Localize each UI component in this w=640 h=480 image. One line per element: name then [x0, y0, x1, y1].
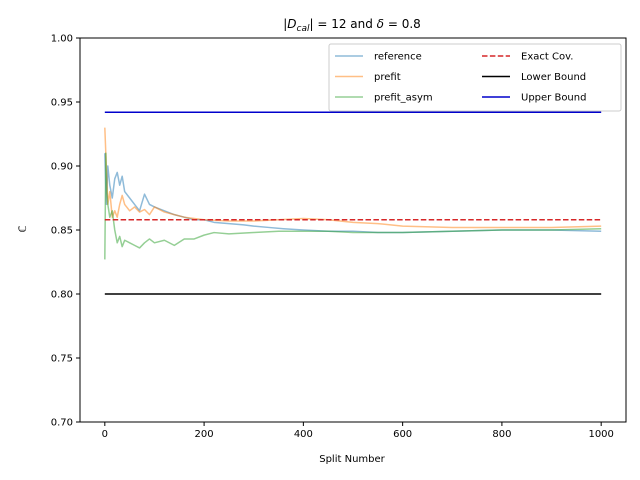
chart-title-part: |	[283, 17, 287, 31]
legend-label: Lower Bound	[521, 72, 586, 83]
y-tick-label: 1.00	[51, 34, 73, 45]
x-tick-label: 200	[195, 429, 214, 440]
x-tick-label: 1000	[588, 429, 613, 440]
x-tick-label: 800	[492, 429, 511, 440]
y-tick-label: 0.90	[51, 162, 73, 173]
chart-title: |Dcal| = 12 and δ = 0.8	[283, 17, 421, 34]
x-axis-label: Split Number	[319, 454, 385, 465]
chart-title-part: cal	[297, 24, 310, 34]
y-tick-label: 0.85	[51, 226, 73, 237]
legend-label: reference	[374, 52, 422, 63]
chart-title-part: D	[287, 17, 296, 31]
x-tick-label: 400	[294, 429, 313, 440]
plot-lines	[104, 111, 602, 295]
legend-label: Exact Cov.	[521, 52, 573, 63]
y-tick-label: 0.95	[51, 98, 73, 109]
legend-label: prefit_asym	[374, 93, 433, 104]
y-tick-label: 0.80	[51, 290, 73, 301]
y-tick-label: 0.75	[51, 354, 73, 365]
legend-label: prefit	[374, 72, 401, 83]
legend-box	[328, 43, 622, 112]
chart-title-part: δ	[377, 17, 384, 31]
legend: reference prefit prefit_asym Exact Cov. Lowe…	[328, 43, 622, 112]
x-axis: 0 200 400 600 800 1000	[102, 422, 614, 440]
series-line-prefit	[104, 127, 602, 229]
y-tick-label: 0.70	[51, 418, 73, 429]
legend-label: Upper Bound	[521, 93, 586, 104]
x-tick-label: 0	[102, 429, 108, 440]
x-tick-label: 600	[393, 429, 412, 440]
chart-title-part: = 0.8	[384, 17, 421, 31]
y-axis: 0.70 0.75 0.80 0.85 0.90 0.95 1.00	[51, 34, 80, 429]
chart-title-part: | = 12 and	[309, 17, 376, 31]
y-axis-label: ℂ̄	[18, 225, 29, 232]
